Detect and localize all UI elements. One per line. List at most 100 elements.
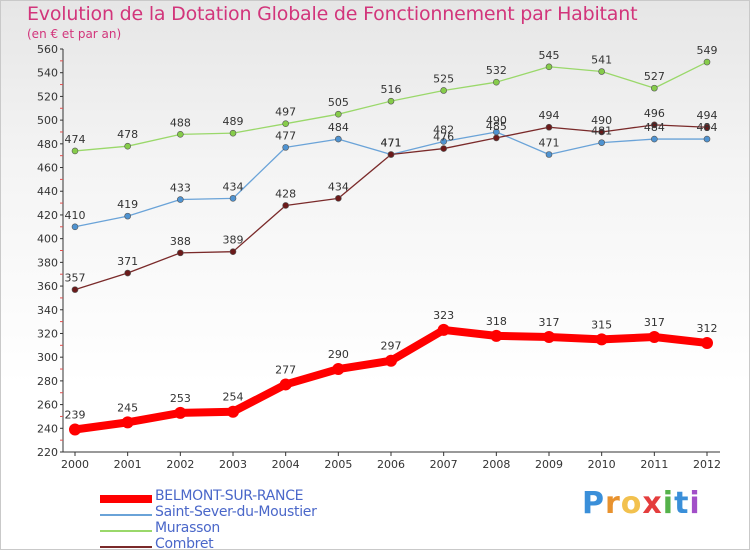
data-point-murasson xyxy=(282,120,289,127)
y-tick-label: 240 xyxy=(37,422,58,435)
data-label-murasson: 549 xyxy=(697,44,718,57)
data-point-belmont-sur-rance xyxy=(543,331,555,344)
data-point-murasson xyxy=(124,142,131,150)
x-tick-label: 2005 xyxy=(324,458,352,471)
data-label-belmont-sur-rance: 277 xyxy=(275,363,296,376)
data-point-combret xyxy=(440,145,447,152)
data-point-saint-sever-du-moustier xyxy=(229,195,237,202)
data-label-combret: 496 xyxy=(644,107,665,120)
data-label-murasson: 489 xyxy=(223,115,244,128)
data-label-combret: 471 xyxy=(381,136,402,149)
y-tick-label: 440 xyxy=(37,185,58,198)
data-label-combret: 371 xyxy=(117,255,138,268)
data-point-belmont-sur-rance xyxy=(648,331,661,344)
data-label-murasson: 527 xyxy=(644,70,665,83)
data-label-saint-sever-du-moustier: 471 xyxy=(539,136,560,149)
y-tick-label: 300 xyxy=(37,351,58,364)
data-label-murasson: 532 xyxy=(486,64,507,77)
y-tick-label: 280 xyxy=(37,375,58,388)
logo-letter: r xyxy=(605,486,621,521)
data-point-combret xyxy=(703,123,711,131)
logo-letter: i xyxy=(662,486,675,521)
data-point-saint-sever-du-moustier xyxy=(651,135,658,143)
x-tick-label: 2002 xyxy=(166,458,194,471)
legend-swatch xyxy=(100,530,152,532)
data-point-combret xyxy=(177,249,184,257)
y-tick-label: 520 xyxy=(37,90,58,103)
data-point-belmont-sur-rance xyxy=(332,363,345,376)
data-label-combret: 494 xyxy=(697,109,718,122)
data-label-murasson: 488 xyxy=(170,116,191,129)
x-tick-label: 2003 xyxy=(219,458,247,471)
data-point-belmont-sur-rance xyxy=(279,378,292,391)
y-tick-label: 480 xyxy=(37,138,58,151)
data-point-murasson xyxy=(545,63,553,71)
y-tick-label: 500 xyxy=(37,114,58,127)
logo-letter: x xyxy=(642,486,663,521)
data-point-belmont-sur-rance xyxy=(595,333,608,346)
data-label-murasson: 505 xyxy=(328,96,349,109)
legend-swatch xyxy=(100,514,152,516)
data-label-saint-sever-du-moustier: 433 xyxy=(170,182,191,195)
data-label-belmont-sur-rance: 315 xyxy=(591,318,612,331)
legend-label: Murasson xyxy=(155,520,220,536)
data-point-belmont-sur-rance xyxy=(174,406,187,419)
data-label-saint-sever-du-moustier: 419 xyxy=(117,198,138,211)
data-point-combret xyxy=(598,128,605,136)
y-tick-label: 380 xyxy=(37,256,58,269)
data-point-combret xyxy=(282,202,289,209)
data-point-belmont-sur-rance xyxy=(437,323,450,336)
data-point-belmont-sur-rance xyxy=(227,405,239,418)
data-label-murasson: 545 xyxy=(539,49,560,62)
data-label-murasson: 497 xyxy=(275,106,296,119)
data-label-combret: 388 xyxy=(170,235,191,248)
data-point-saint-sever-du-moustier xyxy=(545,151,553,158)
data-label-belmont-sur-rance: 239 xyxy=(65,408,86,421)
data-label-saint-sever-du-moustier: 477 xyxy=(275,129,296,142)
data-label-murasson: 541 xyxy=(591,54,612,67)
data-label-murasson: 525 xyxy=(433,72,454,85)
x-tick-label: 2010 xyxy=(588,458,616,471)
data-point-murasson xyxy=(387,97,395,105)
data-point-saint-sever-du-moustier xyxy=(177,196,184,203)
x-tick-label: 2006 xyxy=(377,458,405,471)
data-label-combret: 428 xyxy=(275,187,296,200)
data-label-murasson: 516 xyxy=(381,83,402,96)
x-tick-label: 2008 xyxy=(482,458,510,471)
data-label-saint-sever-du-moustier: 471 xyxy=(381,136,402,149)
data-point-combret xyxy=(124,269,131,277)
data-label-saint-sever-du-moustier: 434 xyxy=(223,180,244,193)
data-label-saint-sever-du-moustier: 484 xyxy=(644,121,665,134)
data-point-combret xyxy=(545,123,553,131)
data-label-murasson: 478 xyxy=(117,128,138,141)
data-point-saint-sever-du-moustier xyxy=(282,144,289,151)
data-point-murasson xyxy=(598,68,605,75)
data-point-murasson xyxy=(335,110,342,118)
data-label-belmont-sur-rance: 317 xyxy=(644,316,665,329)
proxiti-logo: Proxiti xyxy=(582,486,701,521)
data-point-murasson xyxy=(71,147,79,155)
data-point-murasson xyxy=(177,131,184,138)
data-point-murasson xyxy=(651,84,658,92)
axes: 220 240 260 280 300 320 340 360 380 400 420 440 460 4… xyxy=(37,43,721,471)
data-point-murasson xyxy=(440,87,447,94)
y-tick-label: 460 xyxy=(37,162,58,175)
data-label-saint-sever-du-moustier: 481 xyxy=(591,125,612,138)
y-tick-label: 420 xyxy=(37,209,58,222)
data-point-saint-sever-du-moustier xyxy=(71,223,79,231)
y-tick-label: 540 xyxy=(37,67,58,80)
data-point-combret xyxy=(651,121,658,129)
data-point-combret xyxy=(387,151,395,158)
data-label-belmont-sur-rance: 254 xyxy=(223,391,244,404)
data-point-combret xyxy=(71,286,79,293)
x-tick-label: 2004 xyxy=(272,458,300,471)
data-label-belmont-sur-rance: 318 xyxy=(486,315,507,328)
y-tick-label: 260 xyxy=(37,399,58,412)
legend-swatch xyxy=(100,495,152,503)
data-point-belmont-sur-rance xyxy=(385,354,397,367)
logo-letter: o xyxy=(620,486,643,521)
y-tick-label: 560 xyxy=(37,43,58,56)
data-point-saint-sever-du-moustier xyxy=(440,138,447,145)
